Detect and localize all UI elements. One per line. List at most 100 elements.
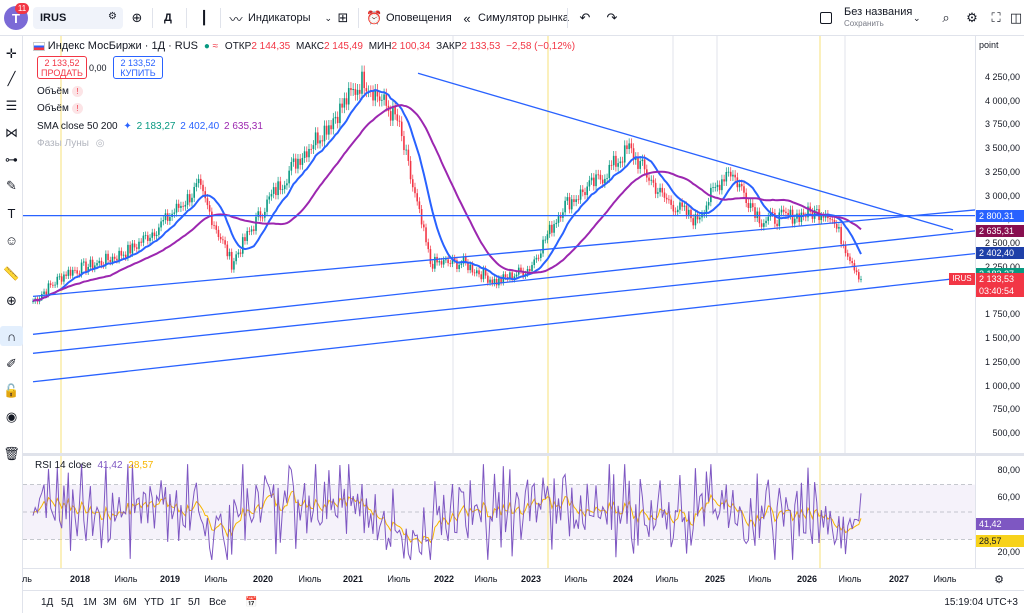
candle-body [420, 209, 423, 225]
candle-body [657, 192, 659, 194]
sma-legend[interactable]: SMA close 50 200 ✦ 2 183,27 2 402,40 2 6… [37, 121, 263, 132]
replay-button[interactable]: « Симулятор рынка [459, 9, 569, 27]
remove-tool[interactable]: 🗑 [0, 444, 23, 464]
notification-badge: 11 [15, 3, 29, 14]
range-button-YTD[interactable]: YTD [144, 597, 164, 608]
indicators-button[interactable]: 〰 Индикаторы ⌄ [228, 9, 332, 27]
chart-type-button[interactable]: ┃ [196, 9, 212, 27]
pattern-tool[interactable]: ⋈ [0, 123, 23, 143]
sma-settings-icon: ✦ [123, 121, 132, 132]
candle-body [253, 229, 255, 231]
candle-body [317, 132, 319, 144]
range-button-3М[interactable]: 3М [103, 597, 117, 608]
fib-tool[interactable]: ☰ [0, 96, 23, 116]
rsi-legend[interactable]: RSI 14 close 41,42 28,57 [35, 460, 154, 471]
magnet-tool[interactable]: ∩ [0, 326, 23, 346]
candle-body [573, 199, 575, 203]
candle-body [846, 253, 849, 257]
volume-legend-2[interactable]: Объём! [37, 103, 83, 114]
fullscreen-button[interactable]: ⛶ [988, 9, 1004, 27]
interval-button[interactable]: Д [164, 12, 172, 24]
candle-body [138, 241, 140, 249]
candle-body [498, 278, 500, 286]
candle-body [418, 201, 421, 210]
candle-body [489, 279, 491, 283]
candle-body [392, 106, 394, 121]
candle-body [440, 261, 443, 265]
stay-drawing-tool[interactable]: ✐ [0, 354, 23, 374]
compare-button[interactable]: ⊕ [129, 9, 145, 27]
brush-tool[interactable]: ✎ [0, 176, 23, 196]
price-scale[interactable]: point 4 250,00 4 000,00 3 750,00 3 500,00 3 … [949, 36, 1024, 453]
candle-body [820, 215, 823, 221]
scale-mode[interactable]: point [979, 40, 999, 50]
clock[interactable]: 15:19:04 UTC+3 [944, 597, 1018, 608]
candle-body [707, 202, 710, 206]
rsi-scale[interactable]: 80,00 60,00 20,00 41,42 28,57 [975, 456, 1024, 568]
candle-body [628, 143, 630, 150]
range-button-5Л[interactable]: 5Л [188, 597, 201, 608]
camera-button[interactable]: ◫ [1008, 9, 1024, 27]
candle-body [155, 234, 158, 237]
range-button-5Д[interactable]: 5Д [61, 597, 74, 608]
settings-button[interactable]: ⚙ [964, 9, 980, 27]
candle-body [416, 193, 418, 202]
candle-body [586, 186, 589, 196]
symbol-settings-icon[interactable]: ⚙ [108, 11, 117, 22]
undo-button[interactable]: ↶ [577, 9, 593, 27]
layout-name[interactable]: Без названия Сохранить [844, 6, 913, 28]
time-tick-label: Июль [655, 574, 679, 584]
candle-body [358, 89, 361, 94]
candle-body [56, 276, 59, 285]
zoom-tool[interactable]: ⊕ [0, 291, 23, 311]
sell-button[interactable]: 2 133,52 ПРОДАТЬ [37, 56, 87, 79]
icon-tool[interactable]: ☺ [0, 230, 23, 250]
prediction-tool[interactable]: ⊶ [0, 150, 23, 170]
pane-separator[interactable] [23, 453, 1024, 456]
candle-body [345, 98, 348, 105]
candle-body [54, 284, 56, 286]
candle-body [290, 161, 293, 171]
moon-phases-legend[interactable]: Фазы Луны ◎ [37, 138, 105, 149]
symbol-title[interactable]: Индекс МосБиржи · 1Д · RUS [47, 40, 199, 52]
buy-button[interactable]: 2 133,52 КУПИТЬ [113, 56, 163, 79]
range-button-Все[interactable]: Все [209, 597, 227, 608]
range-button-6М[interactable]: 6М [123, 597, 137, 608]
plus-circle-icon: ⊕ [131, 10, 143, 25]
alarm-icon: ⏰ [366, 10, 383, 25]
price-chart[interactable] [23, 36, 975, 453]
candle-body [301, 157, 304, 165]
range-button-1Г[interactable]: 1Г [170, 597, 181, 608]
candle-body [857, 272, 860, 280]
candle-body [712, 187, 714, 188]
lock-tool[interactable]: 🔓 [0, 381, 23, 401]
volume-legend-1[interactable]: Объём! [37, 86, 83, 97]
candle-body [575, 199, 577, 203]
trendline-tool[interactable]: ╱ [0, 69, 23, 89]
candle-body [268, 196, 271, 200]
candle-body [696, 214, 699, 220]
time-axis[interactable]: ⚙ ль 2018 Июль 2019 Июль 2020 Июль 2021 Июль 2022… [22, 568, 1024, 590]
layout-chevron[interactable]: ⌄ [913, 12, 921, 23]
text-tool[interactable]: T [0, 203, 23, 223]
layout-checkbox[interactable] [820, 9, 832, 27]
range-button-1Д[interactable]: 1Д [41, 597, 54, 608]
date-range-icon[interactable]: 📅 [245, 597, 258, 608]
candle-body [462, 256, 465, 264]
quick-search-button[interactable]: ⌕ [938, 9, 954, 27]
symbol-search[interactable]: IRUS ⚙ [33, 7, 123, 29]
time-tick-label: 2024 [612, 574, 634, 584]
candle-body [389, 111, 392, 121]
alerts-button[interactable]: ⏰ Оповещения [366, 10, 452, 25]
crosshair-tool[interactable]: ✛ [0, 44, 23, 64]
candle-body [626, 145, 628, 150]
redo-button[interactable]: ↷ [604, 9, 620, 27]
measure-tool[interactable]: 📏 [0, 264, 23, 284]
templates-button[interactable]: ⊞ [335, 9, 351, 27]
hide-tool[interactable]: ◉ [0, 407, 23, 427]
settings-icon[interactable]: ⚙ [994, 574, 1004, 586]
rsi-pane[interactable] [23, 456, 975, 568]
range-button-1М[interactable]: 1М [83, 597, 97, 608]
candle-body [738, 184, 741, 188]
candle-body [277, 181, 279, 196]
